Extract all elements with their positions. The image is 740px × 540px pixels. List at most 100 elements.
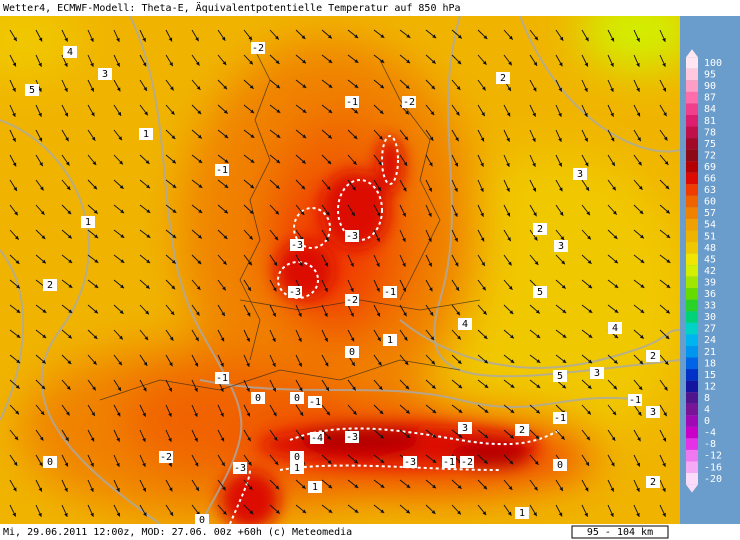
contour-label-bg (496, 72, 510, 84)
arrow-head (378, 385, 383, 390)
arrow-head (328, 484, 333, 489)
arrow-head (142, 412, 146, 417)
arrow-head (276, 109, 281, 113)
contour-label-bg (290, 462, 304, 474)
arrow-head (584, 162, 589, 167)
arrow-head (248, 235, 253, 240)
arrow-head (246, 337, 250, 342)
arrow-head (247, 461, 252, 466)
arrow-head (275, 210, 279, 215)
color-swatch (686, 218, 698, 231)
arrow-head (223, 109, 228, 114)
arrow-head (428, 287, 433, 292)
arrow-head (65, 137, 69, 142)
arrow-head (194, 387, 198, 392)
arrow-head (302, 59, 306, 64)
arrow-head (350, 337, 355, 342)
contour-label: 3 (462, 423, 468, 434)
arrow-head (482, 286, 486, 291)
arrow-head (65, 411, 70, 416)
legend-label: 72 (704, 150, 716, 161)
arrow-head (457, 360, 462, 364)
contour-label-bg (402, 96, 416, 108)
arrow-head (65, 437, 69, 442)
contour-label-bg (345, 294, 359, 306)
contour-label-bg (515, 507, 529, 519)
contour-label: 0 (294, 452, 300, 463)
arrow-head (40, 210, 45, 215)
arrow-head (561, 284, 566, 289)
arrow-head (13, 37, 17, 42)
arrow-head (431, 384, 436, 389)
arrow-head (354, 34, 359, 39)
arrow-head (327, 134, 332, 139)
arrow-head (117, 111, 122, 116)
arrow-head (640, 284, 645, 288)
arrow-head (402, 287, 406, 292)
contour-label: 2 (650, 477, 656, 488)
arrow-head (509, 334, 514, 339)
arrow-head (637, 411, 642, 416)
arrow-head (585, 461, 590, 466)
arrow-head (665, 185, 670, 190)
arrow-head (94, 259, 99, 263)
arrow-head (455, 111, 460, 116)
arrow-head (65, 161, 70, 166)
arrow-head (406, 484, 411, 488)
arrow-head (68, 309, 73, 314)
arrow-head (41, 359, 46, 364)
contour-label: -1 (629, 395, 641, 406)
arrow-head (272, 287, 277, 292)
arrow-head (559, 187, 563, 192)
legend-label: 0 (704, 416, 710, 427)
arrow-head (638, 185, 643, 190)
contour-label: -1 (384, 287, 396, 298)
arrow-head (663, 412, 667, 417)
arrow-head (249, 210, 254, 214)
arrow-head (195, 337, 199, 342)
arrow-head (428, 212, 432, 217)
contour-label-bg (251, 392, 265, 404)
arrow-head (142, 37, 146, 42)
color-swatch (686, 161, 698, 173)
arrow-head (636, 87, 640, 92)
arrow-head (404, 361, 409, 365)
contour-label: -3 (289, 287, 301, 298)
arrow-head (430, 336, 435, 341)
arrow-head (324, 262, 329, 267)
arrow-head (376, 237, 380, 242)
arrow-head (406, 434, 411, 439)
arrow-head (432, 409, 437, 414)
arrow-head (220, 412, 224, 417)
arrow-head (38, 487, 42, 492)
arrow-head (39, 162, 43, 167)
arrow-head (38, 37, 43, 42)
arrow-head (587, 235, 591, 240)
arrow-head (559, 211, 564, 216)
arrow-head (15, 260, 20, 264)
scale-box (571, 525, 669, 539)
contour-label: 1 (312, 482, 318, 493)
arrow-head (16, 359, 21, 364)
arrow-head (146, 184, 151, 189)
contour-label-bg (442, 456, 456, 468)
color-swatch (686, 288, 698, 300)
contour-label: 1 (143, 129, 149, 140)
arrow-head (221, 36, 226, 41)
arrow-head (354, 509, 359, 513)
color-swatch (686, 438, 698, 450)
arrow-head (510, 384, 515, 388)
arrow-head (194, 412, 198, 417)
arrow-head (196, 285, 201, 290)
arrow-head (41, 259, 46, 264)
arrow-head (172, 209, 177, 213)
arrow-head (587, 410, 591, 415)
arrow-head (197, 234, 202, 239)
arrow-head (610, 512, 614, 517)
arrow-head (12, 87, 16, 92)
legend-label: 48 (704, 243, 716, 254)
contour-label: 3 (577, 169, 583, 180)
arrow-head (506, 112, 511, 117)
arrow-head (639, 234, 644, 239)
arrow-head (507, 511, 512, 516)
